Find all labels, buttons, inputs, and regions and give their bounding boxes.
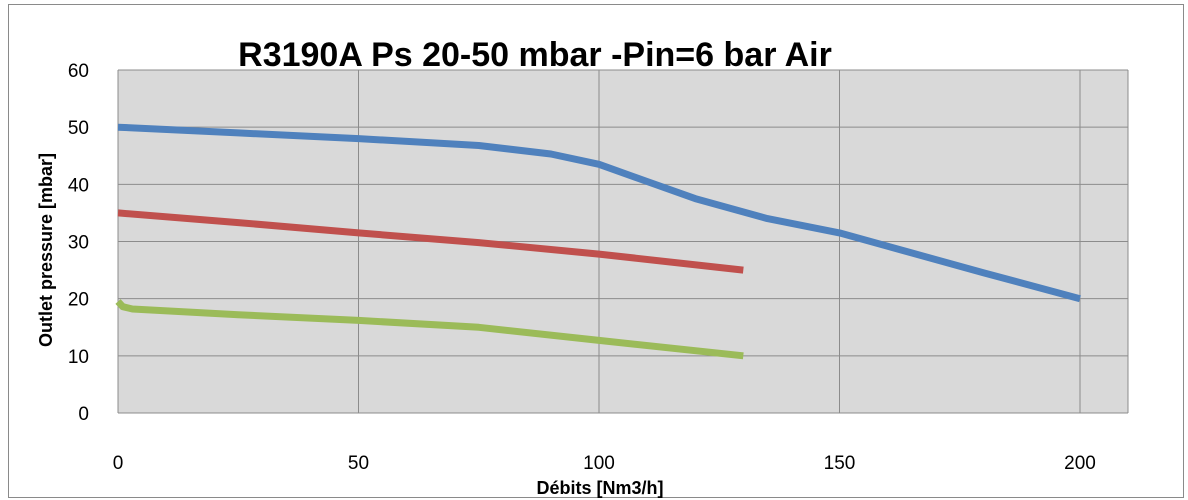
x-tick-label: 100 — [583, 453, 615, 474]
x-axis-label: Débits [Nm3/h] — [536, 478, 663, 498]
y-tick-label: 50 — [68, 118, 89, 139]
y-tick-label: 0 — [78, 404, 89, 425]
x-tick-label: 0 — [113, 453, 124, 474]
y-tick-label: 20 — [68, 290, 89, 311]
y-tick-label: 60 — [68, 61, 89, 82]
x-tick-label: 150 — [824, 453, 856, 474]
y-tick-label: 40 — [68, 175, 89, 196]
chart-title: R3190A Ps 20-50 mbar -Pin=6 bar Air — [238, 36, 832, 74]
x-tick-label: 50 — [348, 453, 369, 474]
series-line-3 — [115, 299, 744, 360]
series-line-2 — [117, 209, 744, 274]
series-line-1 — [117, 123, 1081, 303]
y-axis-label: Outlet pressure [mbar] — [36, 153, 56, 347]
x-tick-label: 200 — [1064, 453, 1096, 474]
y-tick-label: 30 — [68, 233, 89, 254]
y-tick-label: 10 — [68, 347, 89, 368]
